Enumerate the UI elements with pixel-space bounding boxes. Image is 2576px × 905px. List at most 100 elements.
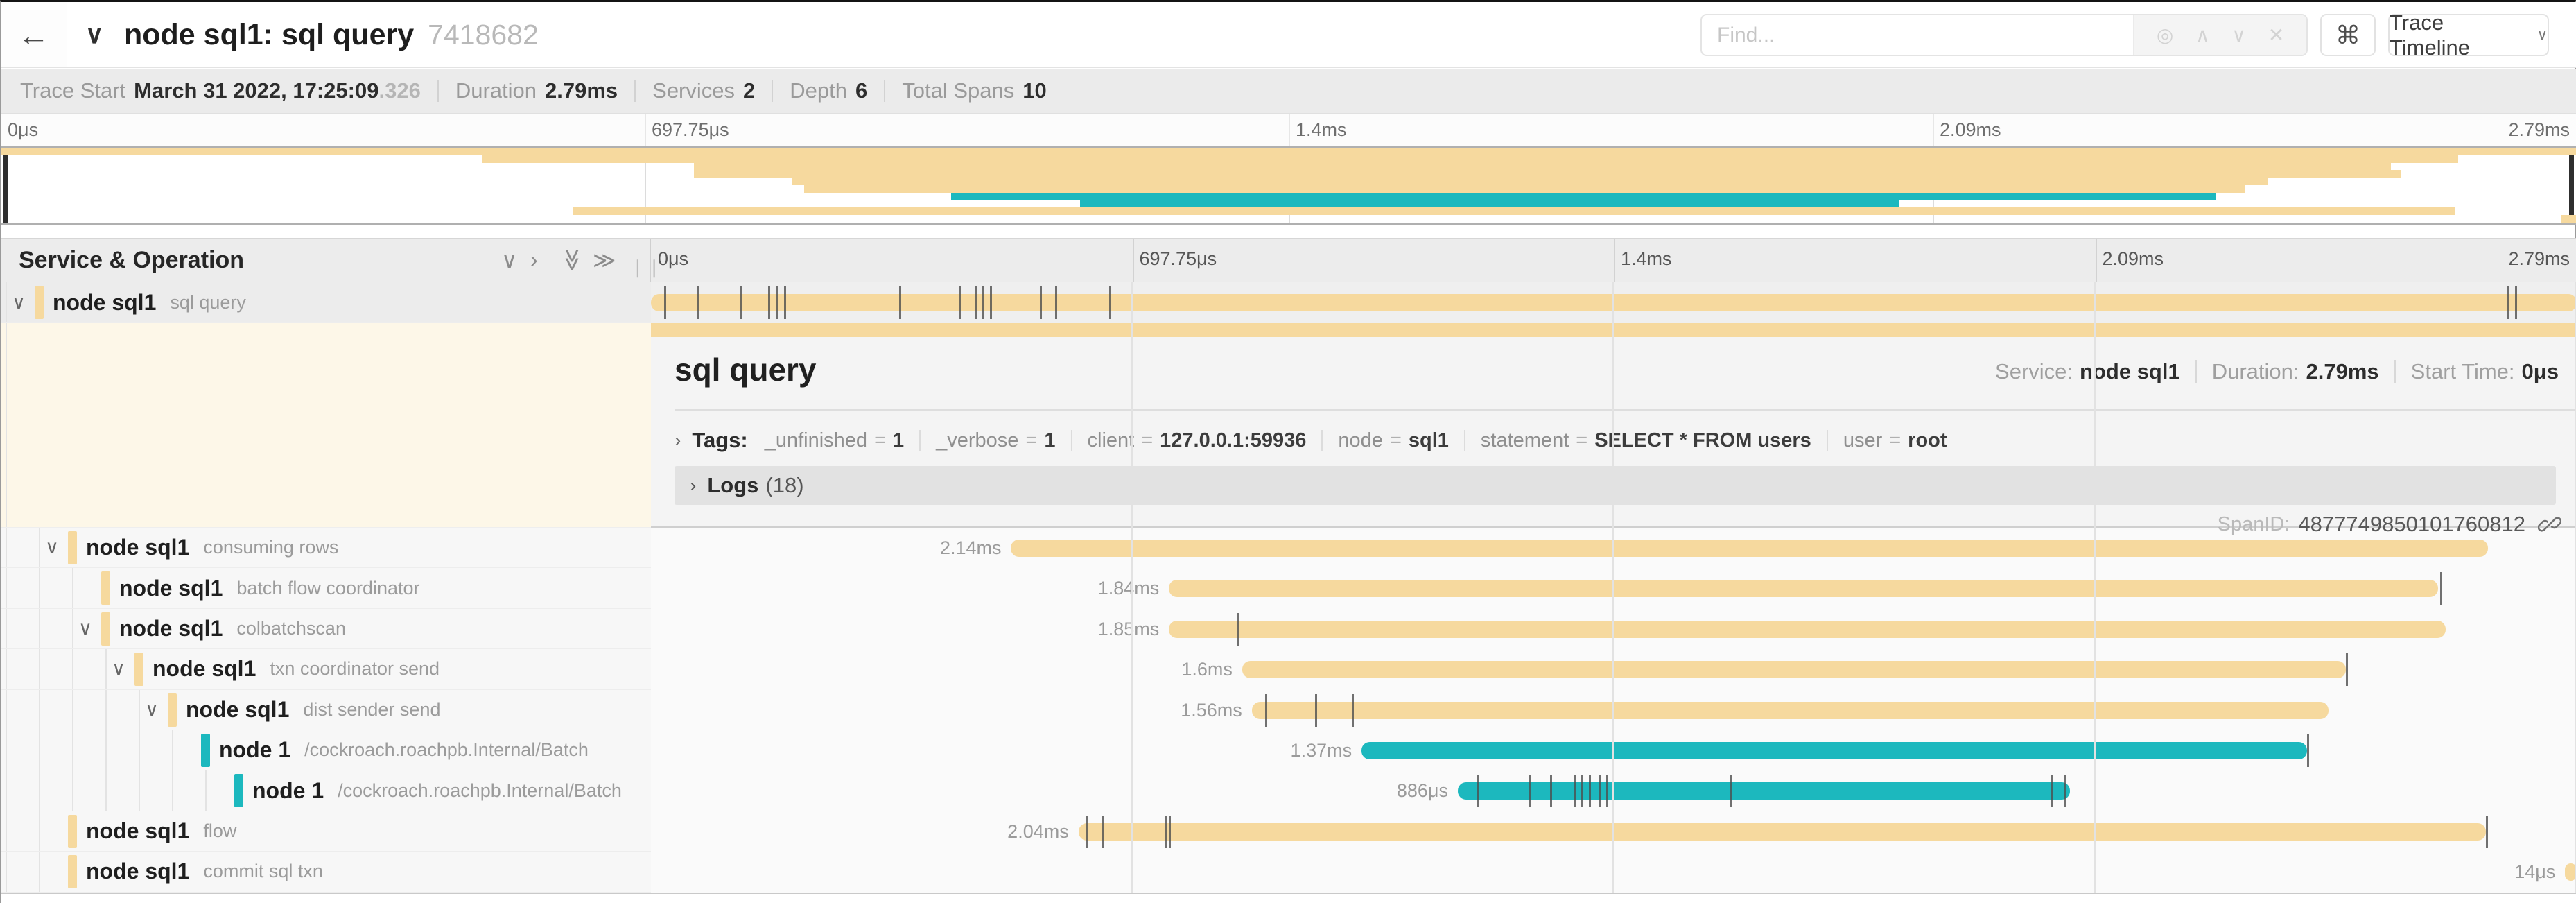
indent-guide bbox=[39, 811, 40, 852]
start-time-value: 0μs bbox=[2521, 359, 2559, 383]
span-bar[interactable] bbox=[1361, 742, 2308, 759]
span-duration-label: 1.6ms bbox=[1181, 659, 1233, 680]
minimap-span-bar bbox=[1, 148, 2576, 155]
title-collapse-chevron-icon[interactable]: ∨ bbox=[85, 20, 104, 49]
span-bar[interactable] bbox=[1169, 620, 2446, 638]
span-row-label[interactable]: node 1/cockroach.roachpb.Internal/Batch bbox=[1, 730, 651, 771]
tags-label: Tags: bbox=[692, 428, 748, 452]
info-label: Duration bbox=[455, 78, 537, 103]
ruler-gridline bbox=[1289, 114, 1290, 146]
span-bar[interactable] bbox=[1078, 822, 2487, 841]
info-value-suffix: .326 bbox=[378, 78, 421, 103]
column-resize-handle[interactable]: ❘❘ bbox=[630, 257, 663, 277]
tag-key: node bbox=[1338, 429, 1383, 451]
operation-name: flow bbox=[203, 820, 237, 841]
tag-key: statement bbox=[1480, 429, 1569, 451]
service-name: node sql1 colbatchscan bbox=[119, 615, 346, 641]
span-row-label[interactable]: node 1/cockroach.roachpb.Internal/Batch bbox=[1, 770, 651, 811]
expand-all-icon[interactable]: ≫ bbox=[593, 248, 616, 273]
next-match-icon[interactable]: ∨ bbox=[2231, 24, 2246, 46]
ruler-tick-label: 697.75μs bbox=[652, 119, 729, 140]
operation-name: batch flow coordinator bbox=[236, 577, 420, 598]
separator bbox=[1463, 430, 1465, 451]
span-bar[interactable] bbox=[1457, 782, 2071, 800]
indent-guide bbox=[6, 608, 7, 649]
ruler-gridline bbox=[1614, 239, 1615, 282]
span-duration-label: 1.56ms bbox=[1181, 699, 1242, 721]
span-duration-label: 1.37ms bbox=[1290, 740, 1352, 761]
span-bar[interactable] bbox=[1169, 580, 2438, 598]
span-row-label[interactable]: node sql1 flow bbox=[1, 811, 651, 852]
span-id-label: SpanID: bbox=[2217, 512, 2290, 535]
log-tick bbox=[1477, 775, 1479, 808]
service-name: node sql1 commit sql txn bbox=[86, 859, 323, 884]
clear-find-icon[interactable]: ✕ bbox=[2268, 24, 2285, 46]
trace-info-item: Services 2 bbox=[652, 78, 755, 103]
ruler-gridline bbox=[1933, 114, 1934, 146]
chevron-down-icon[interactable]: ∨ bbox=[145, 698, 159, 720]
info-label: Total Spans bbox=[902, 78, 1015, 103]
trace-timeline-view-button[interactable]: Trace Timeline ∨ bbox=[2388, 10, 2549, 60]
minimap-span-bar bbox=[1080, 200, 1899, 208]
ruler-tick-label: 1.4ms bbox=[1296, 119, 1347, 140]
minimap-right-handle[interactable] bbox=[2569, 148, 2574, 223]
minimap-left-handle[interactable] bbox=[3, 148, 8, 223]
indent-guide bbox=[105, 770, 107, 811]
log-tick bbox=[1605, 775, 1608, 808]
chevron-down-icon[interactable]: ∨ bbox=[12, 291, 26, 313]
span-row-label[interactable]: node sql1 batch flow coordinator bbox=[1, 568, 651, 609]
span-row-label[interactable]: node sql1 commit sql txn bbox=[1, 852, 651, 893]
expand-one-icon[interactable]: › bbox=[530, 247, 538, 272]
service-name: node sql1 sql query bbox=[53, 289, 246, 315]
indent-guide bbox=[172, 730, 173, 770]
span-color-stripe bbox=[234, 774, 243, 808]
indent-guide bbox=[6, 811, 7, 852]
chevron-down-icon[interactable]: ∨ bbox=[78, 617, 92, 639]
tag-item: client = 127.0.0.1:59936 bbox=[1088, 429, 1307, 452]
chevron-down-icon[interactable]: ∨ bbox=[112, 658, 125, 680]
timeline-gridline bbox=[1612, 282, 1614, 893]
tag-item: _unfinished = 1 bbox=[765, 429, 904, 452]
chevron-down-icon[interactable]: ∨ bbox=[45, 537, 59, 558]
find-group: ◎ ∧ ∨ ✕ bbox=[1700, 14, 2308, 56]
logs-accordion[interactable]: › Logs (18) bbox=[675, 466, 2556, 505]
span-row-label[interactable]: ∨ node sql1 colbatchscan bbox=[1, 608, 651, 650]
log-tick bbox=[739, 286, 742, 319]
start-time-label: Start Time: bbox=[2410, 359, 2515, 383]
log-tick bbox=[899, 286, 902, 319]
back-button[interactable]: ← bbox=[1, 2, 67, 67]
find-input[interactable] bbox=[1702, 15, 2133, 55]
span-id-value: 4877749850101760812 bbox=[2298, 512, 2525, 536]
span-duration-label: 886μs bbox=[1396, 780, 1448, 802]
span-row-label[interactable]: ∨ node sql1 sql query bbox=[1, 282, 651, 323]
span-row-label[interactable]: ∨ node sql1 dist sender send bbox=[1, 689, 651, 730]
span-row-label[interactable]: ∨ node sql1 txn coordinator send bbox=[1, 649, 651, 690]
span-bar[interactable] bbox=[1251, 701, 2329, 719]
collapse-all-icon[interactable]: ≫ bbox=[559, 248, 585, 272]
log-tick bbox=[1236, 612, 1239, 646]
prev-match-icon[interactable]: ∧ bbox=[2195, 24, 2210, 46]
target-icon[interactable]: ◎ bbox=[2156, 24, 2174, 46]
indent-guide bbox=[205, 770, 207, 811]
detail-row-left-fill bbox=[1, 323, 651, 528]
trace-info-item: Duration 2.79ms bbox=[455, 78, 618, 103]
span-bar[interactable] bbox=[2565, 863, 2576, 881]
service-value: node sql1 bbox=[2080, 359, 2180, 383]
tag-key: _verbose bbox=[936, 429, 1019, 451]
view-button-label: Trace Timeline bbox=[2390, 10, 2470, 60]
log-tick bbox=[697, 286, 699, 319]
keyboard-shortcuts-button[interactable]: ⌘ bbox=[2320, 14, 2376, 56]
duration-value: 2.79ms bbox=[2306, 359, 2379, 383]
log-tick bbox=[2051, 775, 2053, 808]
tags-accordion[interactable]: › Tags: _unfinished = 1 _verbose = 1 client = 12… bbox=[675, 420, 2556, 460]
span-row-label[interactable]: ∨ node sql1 consuming rows bbox=[1, 528, 651, 569]
indent-guide bbox=[39, 770, 40, 811]
minimap-canvas[interactable] bbox=[1, 146, 2576, 225]
service-operation-title: Service & Operation bbox=[19, 247, 245, 273]
deep-link-icon[interactable] bbox=[2538, 512, 2561, 536]
span-bar[interactable] bbox=[1011, 540, 2489, 557]
separator bbox=[772, 80, 774, 102]
span-bar[interactable] bbox=[1242, 661, 2346, 679]
collapse-one-icon[interactable]: ∨ bbox=[501, 248, 518, 273]
indent-guide bbox=[105, 730, 107, 770]
